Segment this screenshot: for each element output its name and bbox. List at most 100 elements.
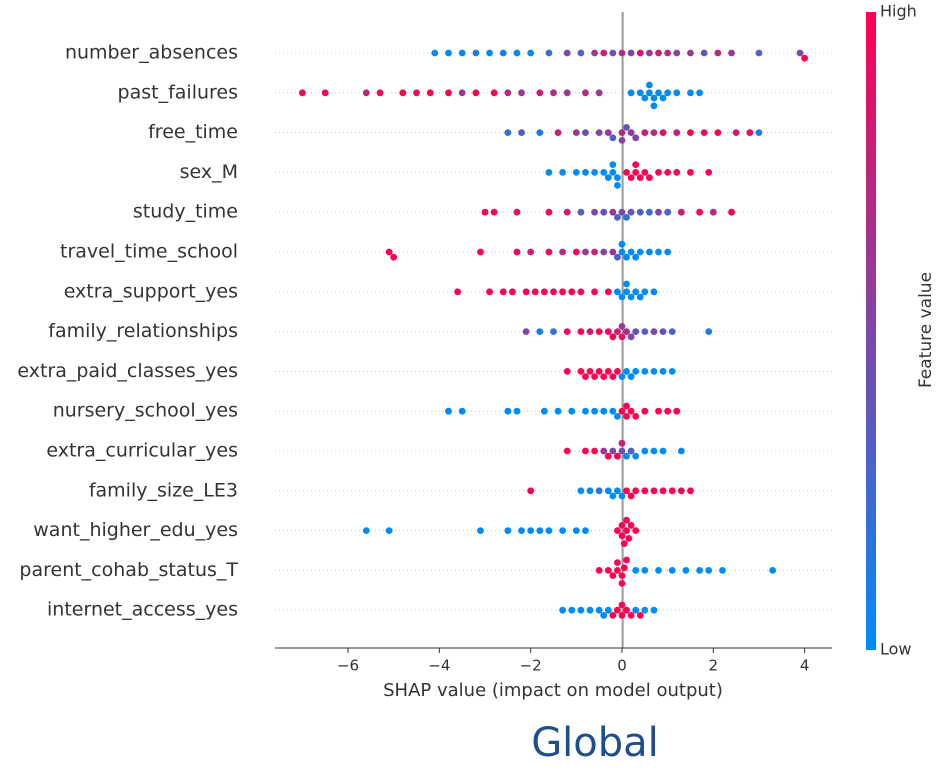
dot [614, 182, 621, 189]
dot [582, 407, 589, 415]
dot [618, 323, 626, 330]
dot [618, 407, 626, 415]
dot [650, 606, 658, 614]
dot [664, 208, 672, 216]
dot [477, 527, 484, 534]
dot [604, 606, 612, 614]
dot [655, 407, 662, 415]
dot [458, 89, 466, 97]
feature-label: study_time [133, 201, 238, 223]
dot [650, 94, 658, 102]
dot [614, 328, 621, 335]
dot [563, 328, 571, 335]
dot [609, 492, 617, 500]
dot [645, 81, 653, 89]
dot [668, 567, 676, 574]
dot [627, 89, 635, 97]
dot [426, 89, 434, 97]
dot [559, 169, 567, 176]
dot [591, 373, 598, 380]
dot [614, 527, 621, 534]
dot [709, 208, 717, 216]
dot [604, 368, 612, 375]
dot [321, 89, 329, 97]
dot [668, 487, 676, 495]
dot [591, 49, 598, 57]
dot [696, 89, 703, 97]
dot [623, 169, 630, 176]
dot [627, 49, 635, 57]
dot [618, 248, 626, 256]
dot [413, 89, 420, 97]
dot [490, 89, 498, 97]
dot [563, 447, 571, 455]
dot [625, 535, 633, 542]
dot [604, 288, 612, 296]
dot [623, 328, 630, 335]
dot [513, 49, 521, 57]
dot [550, 89, 557, 97]
dot [577, 288, 585, 296]
dot [600, 407, 608, 415]
dot [673, 89, 681, 97]
dot [554, 129, 562, 137]
dot [572, 527, 580, 534]
dot [609, 407, 617, 415]
dot [572, 129, 580, 137]
dot [609, 248, 617, 256]
dot [641, 487, 649, 495]
dot [582, 169, 589, 176]
dot [627, 407, 635, 415]
dot [595, 368, 603, 375]
dot [755, 129, 763, 137]
dot [728, 208, 735, 216]
dot [499, 288, 507, 296]
x-tick-label: −6 [337, 657, 359, 675]
dot [527, 487, 535, 495]
dot [627, 492, 635, 500]
dot [696, 208, 703, 216]
dot [600, 208, 608, 216]
dot [623, 253, 630, 261]
dot [645, 208, 653, 216]
dot [477, 248, 484, 256]
dot [632, 161, 640, 169]
dot [595, 606, 603, 614]
feature-label: family_size_LE3 [89, 479, 238, 501]
dot [582, 527, 589, 534]
feature-label: extra_support_yes [64, 280, 238, 302]
dot [586, 328, 594, 335]
dot [655, 89, 662, 97]
dot [641, 368, 649, 375]
dot [509, 288, 516, 296]
dot [636, 89, 644, 97]
dot [559, 527, 567, 534]
dot [568, 606, 576, 614]
dot [614, 606, 621, 614]
dot [623, 402, 630, 410]
dot [623, 527, 630, 534]
x-tick-label: −4 [428, 657, 450, 675]
dot [650, 288, 658, 296]
dot [618, 580, 626, 587]
dot [609, 134, 617, 142]
dot [746, 129, 754, 137]
dot [632, 288, 640, 296]
x-tick-label: 0 [617, 657, 627, 675]
dot [518, 129, 525, 137]
dot [458, 407, 466, 415]
dot [577, 328, 585, 335]
dot [687, 49, 694, 57]
dot [664, 89, 672, 97]
dot [614, 487, 621, 495]
feature-label: nursery_school_yes [53, 400, 238, 422]
dot [645, 49, 653, 57]
dot [545, 527, 553, 534]
dot [527, 527, 535, 534]
dot [582, 447, 589, 455]
dot [513, 248, 521, 256]
dot [454, 288, 462, 296]
dot [673, 407, 681, 415]
dot [728, 49, 735, 57]
